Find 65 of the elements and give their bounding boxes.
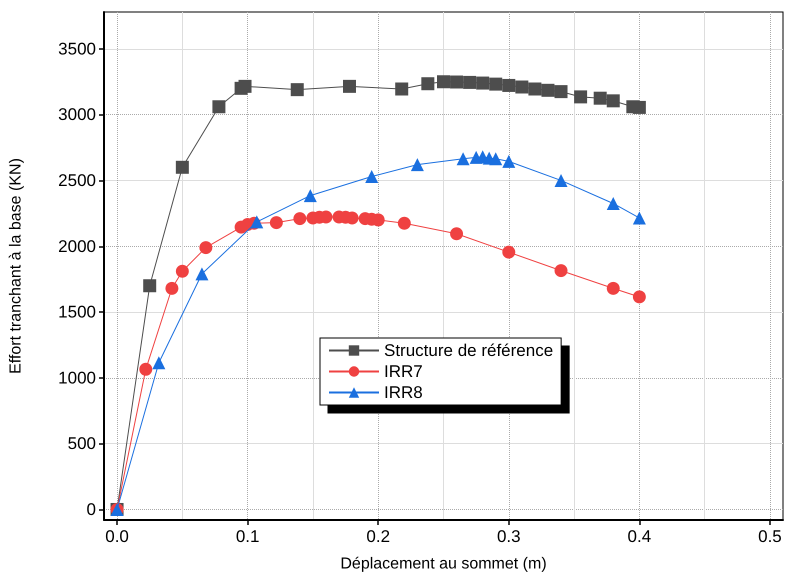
point [270, 216, 283, 230]
legend-label: IRR7 [384, 362, 423, 381]
point [437, 75, 450, 88]
point [515, 80, 528, 94]
x-tick-label: 0.3 [496, 527, 521, 546]
point [502, 246, 516, 259]
point [143, 279, 156, 292]
point [456, 152, 470, 166]
y-tick-label: 1500 [58, 302, 96, 322]
point [574, 90, 588, 104]
point [632, 211, 646, 224]
point [195, 267, 208, 280]
point [554, 174, 568, 187]
point [250, 215, 264, 228]
x-tick-label: 0.4 [628, 527, 652, 546]
point [290, 83, 304, 96]
point [502, 154, 516, 168]
point [342, 80, 356, 93]
legend-label: IRR8 [384, 383, 423, 402]
point [421, 77, 434, 90]
point [489, 78, 502, 91]
point [410, 158, 424, 172]
point [395, 82, 408, 96]
point [489, 152, 502, 166]
point [398, 216, 411, 230]
point [594, 92, 607, 105]
point [304, 189, 317, 202]
point [199, 241, 212, 254]
point [606, 94, 620, 108]
point [632, 290, 646, 304]
legend-label: Structure de référence [384, 341, 554, 360]
point [450, 76, 464, 89]
x-tick-label: 0.2 [366, 527, 390, 546]
y-tick-label: 3500 [58, 39, 96, 58]
point [165, 282, 178, 295]
point [238, 80, 252, 93]
y-tick-label: 500 [68, 434, 96, 454]
point [554, 85, 568, 98]
point [606, 196, 620, 210]
x-tick-label: 0.1 [236, 527, 260, 546]
y-axis-title: Effort tranchant à la base (KN) [8, 158, 24, 374]
point [502, 78, 516, 92]
point [293, 212, 306, 226]
point [139, 362, 152, 376]
point [632, 100, 646, 114]
point [463, 76, 476, 89]
point [176, 264, 189, 278]
y-tick-label: 2500 [58, 170, 96, 190]
point [554, 264, 568, 278]
x-tick-label: 0.5 [758, 527, 782, 546]
point [450, 227, 464, 240]
y-tick-label: 2000 [58, 236, 96, 256]
point [212, 100, 226, 114]
point [476, 76, 490, 90]
x-tick-label: 0.0 [105, 527, 129, 546]
point [365, 170, 378, 184]
y-tick-label: 0 [86, 500, 96, 519]
y-tick-label: 3000 [58, 105, 96, 124]
point [541, 84, 554, 97]
point [176, 160, 189, 174]
point [152, 356, 166, 370]
point [528, 82, 542, 96]
point [606, 282, 620, 295]
y-tick-label: 1000 [58, 368, 96, 388]
x-axis-title: Déplacement au sommet (m) [340, 556, 547, 572]
